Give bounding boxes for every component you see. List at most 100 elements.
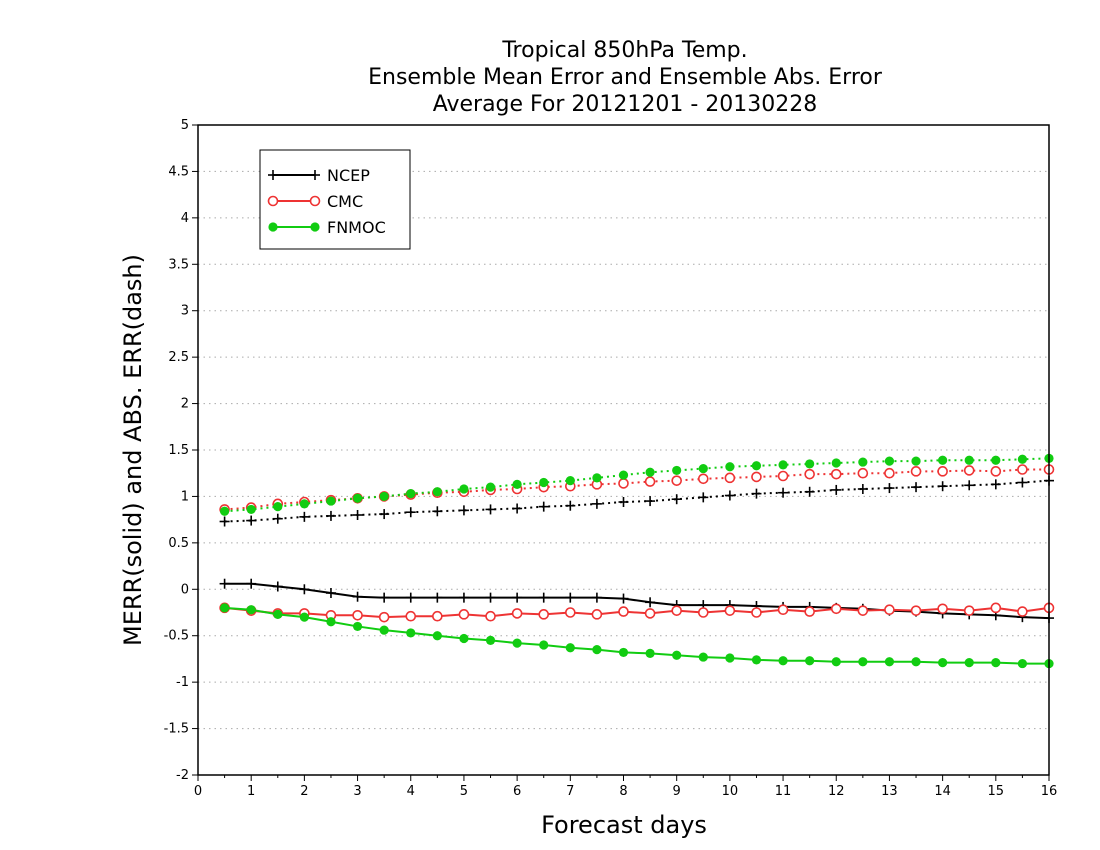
- legend-entry-ncep: NCEP: [268, 166, 370, 185]
- fnmoc-merr-point: [698, 652, 708, 662]
- ncep-abs-err-point: [458, 505, 469, 516]
- y-tick-label: 3.5: [168, 257, 189, 272]
- ncep-abs-err-point: [831, 484, 842, 495]
- chart-title: Tropical 850hPa Temp. Ensemble Mean Erro…: [368, 38, 883, 117]
- ncep-abs-err-point: [379, 509, 390, 520]
- x-tick-label: 4: [407, 784, 415, 799]
- cmc-abs-err-point: [910, 466, 922, 477]
- fnmoc-merr-point: [1017, 658, 1028, 669]
- cmc-abs-err-point: [963, 465, 975, 476]
- fnmoc-merr-point: [884, 657, 895, 667]
- legend-marker: [309, 195, 321, 207]
- cmc-abs-err-line: [224, 468, 1049, 511]
- fnmoc-merr-point: [805, 656, 815, 666]
- cmc-merr-point: [511, 608, 523, 619]
- legend-marker: [310, 170, 320, 180]
- y-tick-label: 1: [181, 489, 189, 504]
- cmc-abs-err-point: [751, 471, 762, 483]
- x-tick-label: 13: [881, 784, 898, 799]
- x-tick-label: 16: [1041, 784, 1058, 799]
- fnmoc-merr-point: [352, 621, 363, 632]
- fnmoc-abs-err-point: [858, 457, 868, 467]
- fnmoc-merr-point: [485, 635, 496, 645]
- cmc-merr-point: [378, 611, 390, 623]
- ncep-abs-err-point: [698, 492, 709, 503]
- cmc-merr-point: [458, 609, 470, 620]
- cmc-merr-point: [697, 607, 709, 618]
- fnmoc-merr-point: [565, 643, 575, 653]
- ncep-abs-err-point: [618, 497, 629, 507]
- ncep-merr-point: [565, 592, 576, 603]
- fnmoc-abs-err-point: [299, 499, 309, 509]
- ncep-merr-point: [618, 593, 629, 604]
- cmc-merr-point: [804, 606, 815, 617]
- cmc-merr-point: [671, 605, 682, 616]
- legend-entry-cmc: CMC: [267, 192, 363, 211]
- y-axis: 5 4.5 4 3.5 3 2.5 2 1.5 1 0.5 0 -0.5 -1 -1.5 -2: [164, 118, 198, 783]
- cmc-abs-err-point: [804, 468, 815, 480]
- series-fnmoc: [219, 453, 1054, 669]
- x-tick-label: 2: [300, 784, 308, 799]
- cmc-abs-err-point: [857, 467, 869, 479]
- fnmoc-abs-err-point: [698, 463, 708, 474]
- ncep-abs-err-point: [778, 487, 789, 498]
- ncep-abs-err-point: [990, 479, 1001, 490]
- fnmoc-merr-point: [751, 655, 762, 665]
- cmc-abs-err-point: [724, 472, 736, 484]
- y-tick-label: 5: [181, 118, 189, 133]
- ncep-abs-err-point: [911, 482, 922, 493]
- cmc-merr-point: [538, 609, 550, 620]
- y-tick-label: 1.5: [168, 443, 189, 458]
- title-line-1: Tropical 850hPa Temp.: [501, 38, 747, 63]
- ncep-abs-err-point: [751, 488, 762, 499]
- cmc-merr-point: [644, 608, 656, 619]
- ncep-abs-err-point: [964, 480, 975, 491]
- ncep-merr-point: [405, 592, 416, 603]
- x-tick-label: 15: [988, 784, 1005, 799]
- legend-box: [259, 149, 411, 250]
- fnmoc-abs-err-point: [725, 462, 735, 472]
- series-ncep: [219, 475, 1054, 624]
- ncep-abs-err-point: [857, 484, 868, 494]
- cmc-merr-point: [724, 605, 736, 616]
- ncep-abs-err-point: [538, 501, 549, 512]
- ncep-abs-err-point: [591, 498, 602, 509]
- fnmoc-abs-err-point: [273, 502, 283, 512]
- x-tick-label: 1: [247, 784, 255, 799]
- y-tick-label: 2: [181, 397, 189, 412]
- ncep-abs-err-point: [1017, 477, 1028, 488]
- fnmoc-abs-err-point: [884, 456, 895, 466]
- cmc-merr-point: [857, 605, 869, 616]
- fnmoc-merr-point: [406, 628, 416, 638]
- fnmoc-abs-err-point: [672, 465, 682, 476]
- ncep-merr-point: [591, 592, 602, 603]
- cmc-abs-err-point: [618, 478, 629, 489]
- cmc-abs-err-point: [830, 468, 842, 480]
- legend-entry-fnmoc: FNMOC: [268, 218, 386, 237]
- cmc-abs-err-point: [644, 476, 656, 487]
- fnmoc-merr-point: [991, 658, 1001, 668]
- y-tick-label: -0.5: [164, 629, 189, 644]
- x-tick-label: 6: [513, 784, 521, 799]
- x-axis-title: Forecast days: [541, 811, 707, 839]
- ncep-merr-point: [485, 592, 496, 603]
- x-tick-label: 0: [194, 784, 202, 799]
- y-tick-label: 2.5: [168, 350, 189, 365]
- ncep-merr-point: [379, 592, 390, 603]
- cmc-merr-point: [990, 602, 1002, 614]
- ncep-merr-point: [432, 592, 443, 603]
- fnmoc-abs-err-point: [219, 506, 230, 516]
- fnmoc-abs-err-point: [618, 470, 629, 480]
- cmc-merr-point: [618, 606, 629, 617]
- ncep-abs-err-point: [352, 510, 363, 520]
- ncep-merr-point: [219, 578, 230, 589]
- ncep-abs-err-point: [937, 481, 948, 492]
- ncep-abs-err-point: [671, 494, 682, 505]
- ncep-abs-err-line: [224, 479, 1050, 523]
- x-tick-label: 11: [775, 784, 792, 799]
- fnmoc-merr-point: [326, 617, 336, 627]
- legend-label: FNMOC: [327, 218, 386, 237]
- fnmoc-merr-point: [432, 631, 442, 641]
- fnmoc-abs-err-point: [592, 473, 602, 483]
- fnmoc-abs-err-point: [565, 476, 575, 486]
